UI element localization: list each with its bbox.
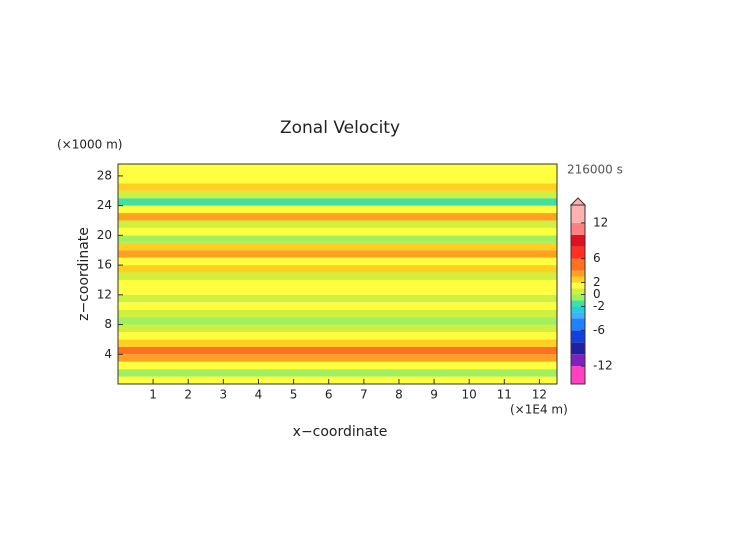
y-tick-label: 16 — [97, 258, 112, 272]
colorbar-segment — [571, 306, 585, 313]
colorbar-tick-label: 0 — [593, 287, 601, 301]
colorbar-segment — [571, 294, 585, 301]
colorbar-segment — [571, 258, 585, 271]
field-band — [118, 164, 557, 169]
x-tick-label: 10 — [462, 388, 477, 402]
y-tick-label: 8 — [104, 317, 112, 331]
y-unit: (×1000 m) — [57, 138, 122, 152]
colorbar-tick-label: -12 — [593, 359, 613, 373]
x-tick-label: 6 — [325, 388, 333, 402]
field-band — [118, 242, 557, 251]
x-tick-label: 2 — [184, 388, 192, 402]
field-band — [118, 220, 557, 228]
field-band — [118, 324, 557, 332]
chart-title: Zonal Velocity — [280, 118, 400, 138]
x-tick-label: 8 — [395, 388, 403, 402]
field-band — [118, 257, 557, 266]
field-band — [118, 339, 557, 347]
colorbar-segment — [571, 300, 585, 307]
x-tick-label: 12 — [532, 388, 547, 402]
colorbar-tick-label: 2 — [593, 275, 601, 289]
y-tick-label: 4 — [104, 347, 112, 361]
field-band — [118, 279, 557, 288]
field-band — [118, 294, 557, 303]
colorbar-segment — [571, 246, 585, 259]
x-tick-label: 4 — [255, 388, 263, 402]
colorbar-segment — [571, 330, 585, 343]
colorbar-segment — [571, 312, 585, 319]
field-band — [118, 190, 557, 199]
colorbar-tick-label: 12 — [593, 215, 608, 229]
y-tick-label: 20 — [97, 228, 112, 242]
time-label: 216000 s — [567, 163, 623, 177]
field-band — [118, 175, 557, 184]
field-band — [118, 346, 557, 355]
field-band — [118, 302, 557, 310]
colorbar-segment — [571, 282, 585, 289]
colorbar-segment — [571, 276, 585, 283]
field-band — [118, 354, 557, 362]
x-tick-label: 9 — [430, 388, 438, 402]
y-tick-label: 28 — [97, 168, 112, 182]
x-tick-label: 11 — [497, 388, 512, 402]
colorbar-segment — [571, 288, 585, 295]
y-tick-label: 12 — [97, 287, 112, 301]
x-tick-label: 7 — [360, 388, 368, 402]
field-band — [118, 309, 557, 318]
field-band — [118, 198, 557, 206]
colorbar-tick-label: -2 — [593, 299, 605, 313]
colorbar-segment — [571, 222, 585, 235]
colorbar-segment — [571, 366, 585, 384]
colorbar-segment — [571, 342, 585, 355]
field-band — [118, 361, 557, 370]
y-tick-label: 24 — [97, 198, 112, 212]
field-band — [118, 183, 557, 191]
colorbar-segment — [571, 205, 585, 223]
field-band — [118, 213, 557, 221]
colorbar-segment — [571, 270, 585, 277]
field-band — [118, 376, 557, 384]
x-tick-label: 3 — [220, 388, 228, 402]
colorbar-tick-label: 6 — [593, 251, 601, 265]
field-band — [118, 250, 557, 258]
field-band — [118, 272, 557, 280]
y-axis-label: z−coordinate — [76, 227, 92, 321]
colorbar-segment — [571, 354, 585, 367]
x-tick-label: 1 — [149, 388, 157, 402]
field-band — [118, 227, 557, 236]
colorbar-segment — [571, 318, 585, 331]
colorbar-tick-label: -6 — [593, 323, 605, 337]
field-band — [118, 331, 557, 340]
x-unit: (×1E4 m) — [510, 403, 568, 417]
field-band — [118, 168, 557, 176]
x-tick-label: 5 — [290, 388, 298, 402]
field-band — [118, 235, 557, 243]
field-band — [118, 265, 557, 273]
colorbar-segment — [571, 234, 585, 247]
colorbar-arrow — [569, 197, 587, 206]
x-axis-label: x−coordinate — [293, 424, 388, 440]
field-band — [118, 369, 557, 377]
field-band — [118, 287, 557, 295]
field-band — [118, 205, 557, 214]
field-band — [118, 317, 557, 325]
plot-frame — [117, 163, 558, 385]
